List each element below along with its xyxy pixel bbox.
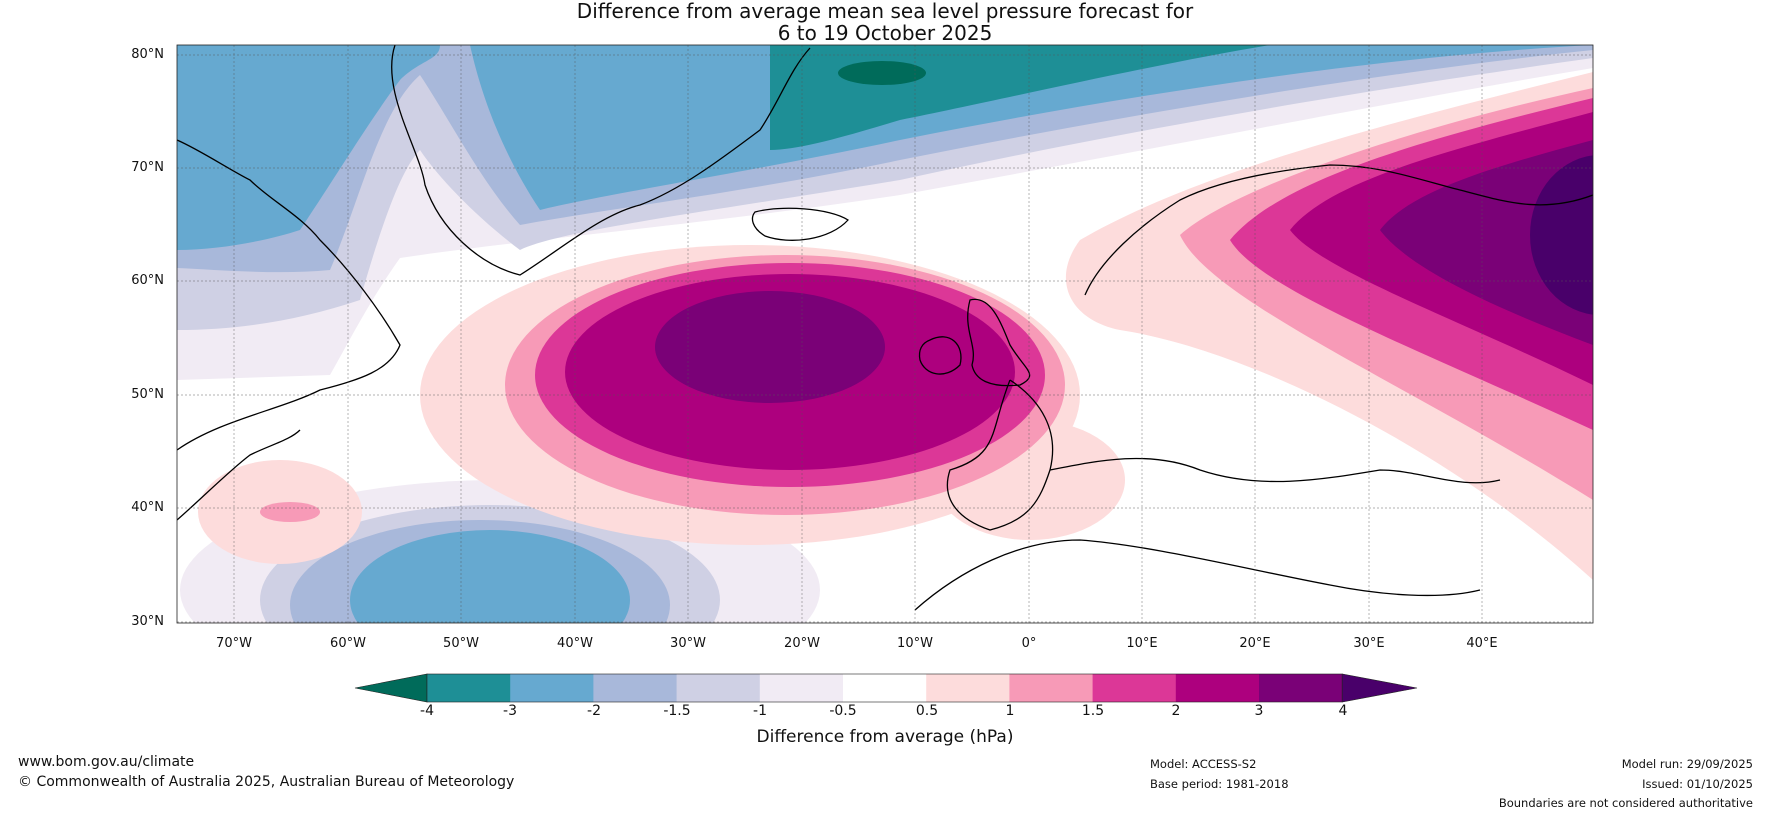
colorbar-label: 0.5	[915, 703, 939, 719]
lat-tick-30n: 30°N	[131, 614, 164, 629]
lon-tick-30e: 30°E	[1353, 636, 1385, 651]
footer-copyright: © Commonwealth of Australia 2025, Austra…	[18, 774, 515, 790]
lon-tick-40e: 40°E	[1466, 636, 1498, 651]
lon-tick-50w: 50°W	[443, 636, 479, 651]
lat-tick-50n: 50°N	[131, 387, 164, 402]
lat-tick-70n: 70°N	[131, 160, 164, 175]
lon-tick-70w: 70°W	[216, 636, 252, 651]
graticule	[177, 45, 1593, 623]
anomaly-pos-3-atlantic	[655, 291, 885, 403]
lon-tick-10w: 10°W	[897, 636, 933, 651]
colorbar	[354, 673, 1418, 703]
colorbar-label: -2	[587, 703, 601, 719]
colorbar-segment	[759, 674, 844, 702]
iceland-coast	[751, 207, 849, 241]
colorbar-frame	[426, 673, 1343, 703]
colorbar-segment	[843, 674, 927, 702]
great-britain-coast	[967, 298, 1031, 387]
footer-model: Model: ACCESS-S2	[1150, 757, 1257, 771]
lat-tick-40n: 40°N	[131, 500, 164, 515]
footer-issued: Issued: 01/10/2025	[1642, 777, 1753, 791]
colorbar-segment	[1175, 674, 1260, 702]
lon-tick-10e: 10°E	[1126, 636, 1158, 651]
lon-tick-0: 0°	[1021, 636, 1037, 651]
lon-tick-40w: 40°W	[557, 636, 593, 651]
colorbar-segment	[1009, 674, 1094, 702]
us-east-coast	[177, 429, 301, 521]
colorbar-segment	[1092, 674, 1177, 702]
anomaly-pos-4-east	[1530, 155, 1593, 315]
colorbar-title: Difference from average (hPa)	[756, 727, 1014, 747]
north-america-coast	[177, 139, 401, 451]
colorbar-segment	[926, 674, 1010, 702]
anomaly-neg-2	[177, 45, 1593, 250]
colorbar-segment	[593, 674, 678, 702]
colorbar-label: -4	[420, 703, 434, 719]
colorbar-segment	[427, 674, 511, 702]
colorbar-label: -0.5	[829, 703, 857, 719]
colorbar-segment	[510, 674, 594, 702]
north-africa-coast	[914, 539, 1481, 611]
scandinavia-coast	[1084, 164, 1593, 296]
coastlines	[177, 45, 1593, 611]
mediterranean-north-coast	[1049, 457, 1501, 484]
colorbar-label: 4	[1338, 703, 1348, 719]
anomaly-neg-2-south	[350, 530, 630, 623]
colorbar-segment	[676, 674, 761, 702]
lon-tick-60w: 60°W	[330, 636, 366, 651]
chart-title-line2: 6 to 19 October 2025	[777, 21, 993, 45]
lat-tick-60n: 60°N	[131, 273, 164, 288]
anomaly-neg-4	[838, 61, 926, 85]
lat-tick-80n: 80°N	[131, 47, 164, 62]
colorbar-extend-min	[354, 673, 428, 703]
anomaly-pos-3-east	[1380, 140, 1593, 345]
colorbar-segment	[1259, 674, 1343, 702]
ireland-coast	[918, 336, 962, 375]
colorbar-label: 3	[1254, 703, 1264, 719]
footer-model-run: Model run: 29/09/2025	[1621, 757, 1753, 771]
colorbar-label: -1.5	[663, 703, 691, 719]
map-frame	[176, 44, 1594, 624]
lon-tick-20e: 20°E	[1239, 636, 1271, 651]
colorbar-extend-max	[1341, 673, 1418, 703]
anomaly-pos-1-westatlantic	[260, 502, 320, 522]
footer-disclaimer: Boundaries are not considered authoritat…	[1498, 796, 1753, 810]
colorbar-label: -1	[753, 703, 767, 719]
lon-tick-20w: 20°W	[784, 636, 820, 651]
greenland-coast	[391, 45, 811, 276]
lon-tick-30w: 30°W	[670, 636, 706, 651]
colorbar-label: 1.5	[1081, 703, 1105, 719]
colorbar-label: 2	[1171, 703, 1181, 719]
chart-title-line1: Difference from average mean sea level p…	[576, 0, 1194, 23]
colorbar-label: -3	[503, 703, 517, 719]
colorbar-label: 1	[1005, 703, 1015, 719]
footer-base-period: Base period: 1981-2018	[1150, 777, 1289, 791]
europe-coast	[946, 379, 1054, 531]
footer-url[interactable]: www.bom.gov.au/climate	[18, 754, 195, 770]
